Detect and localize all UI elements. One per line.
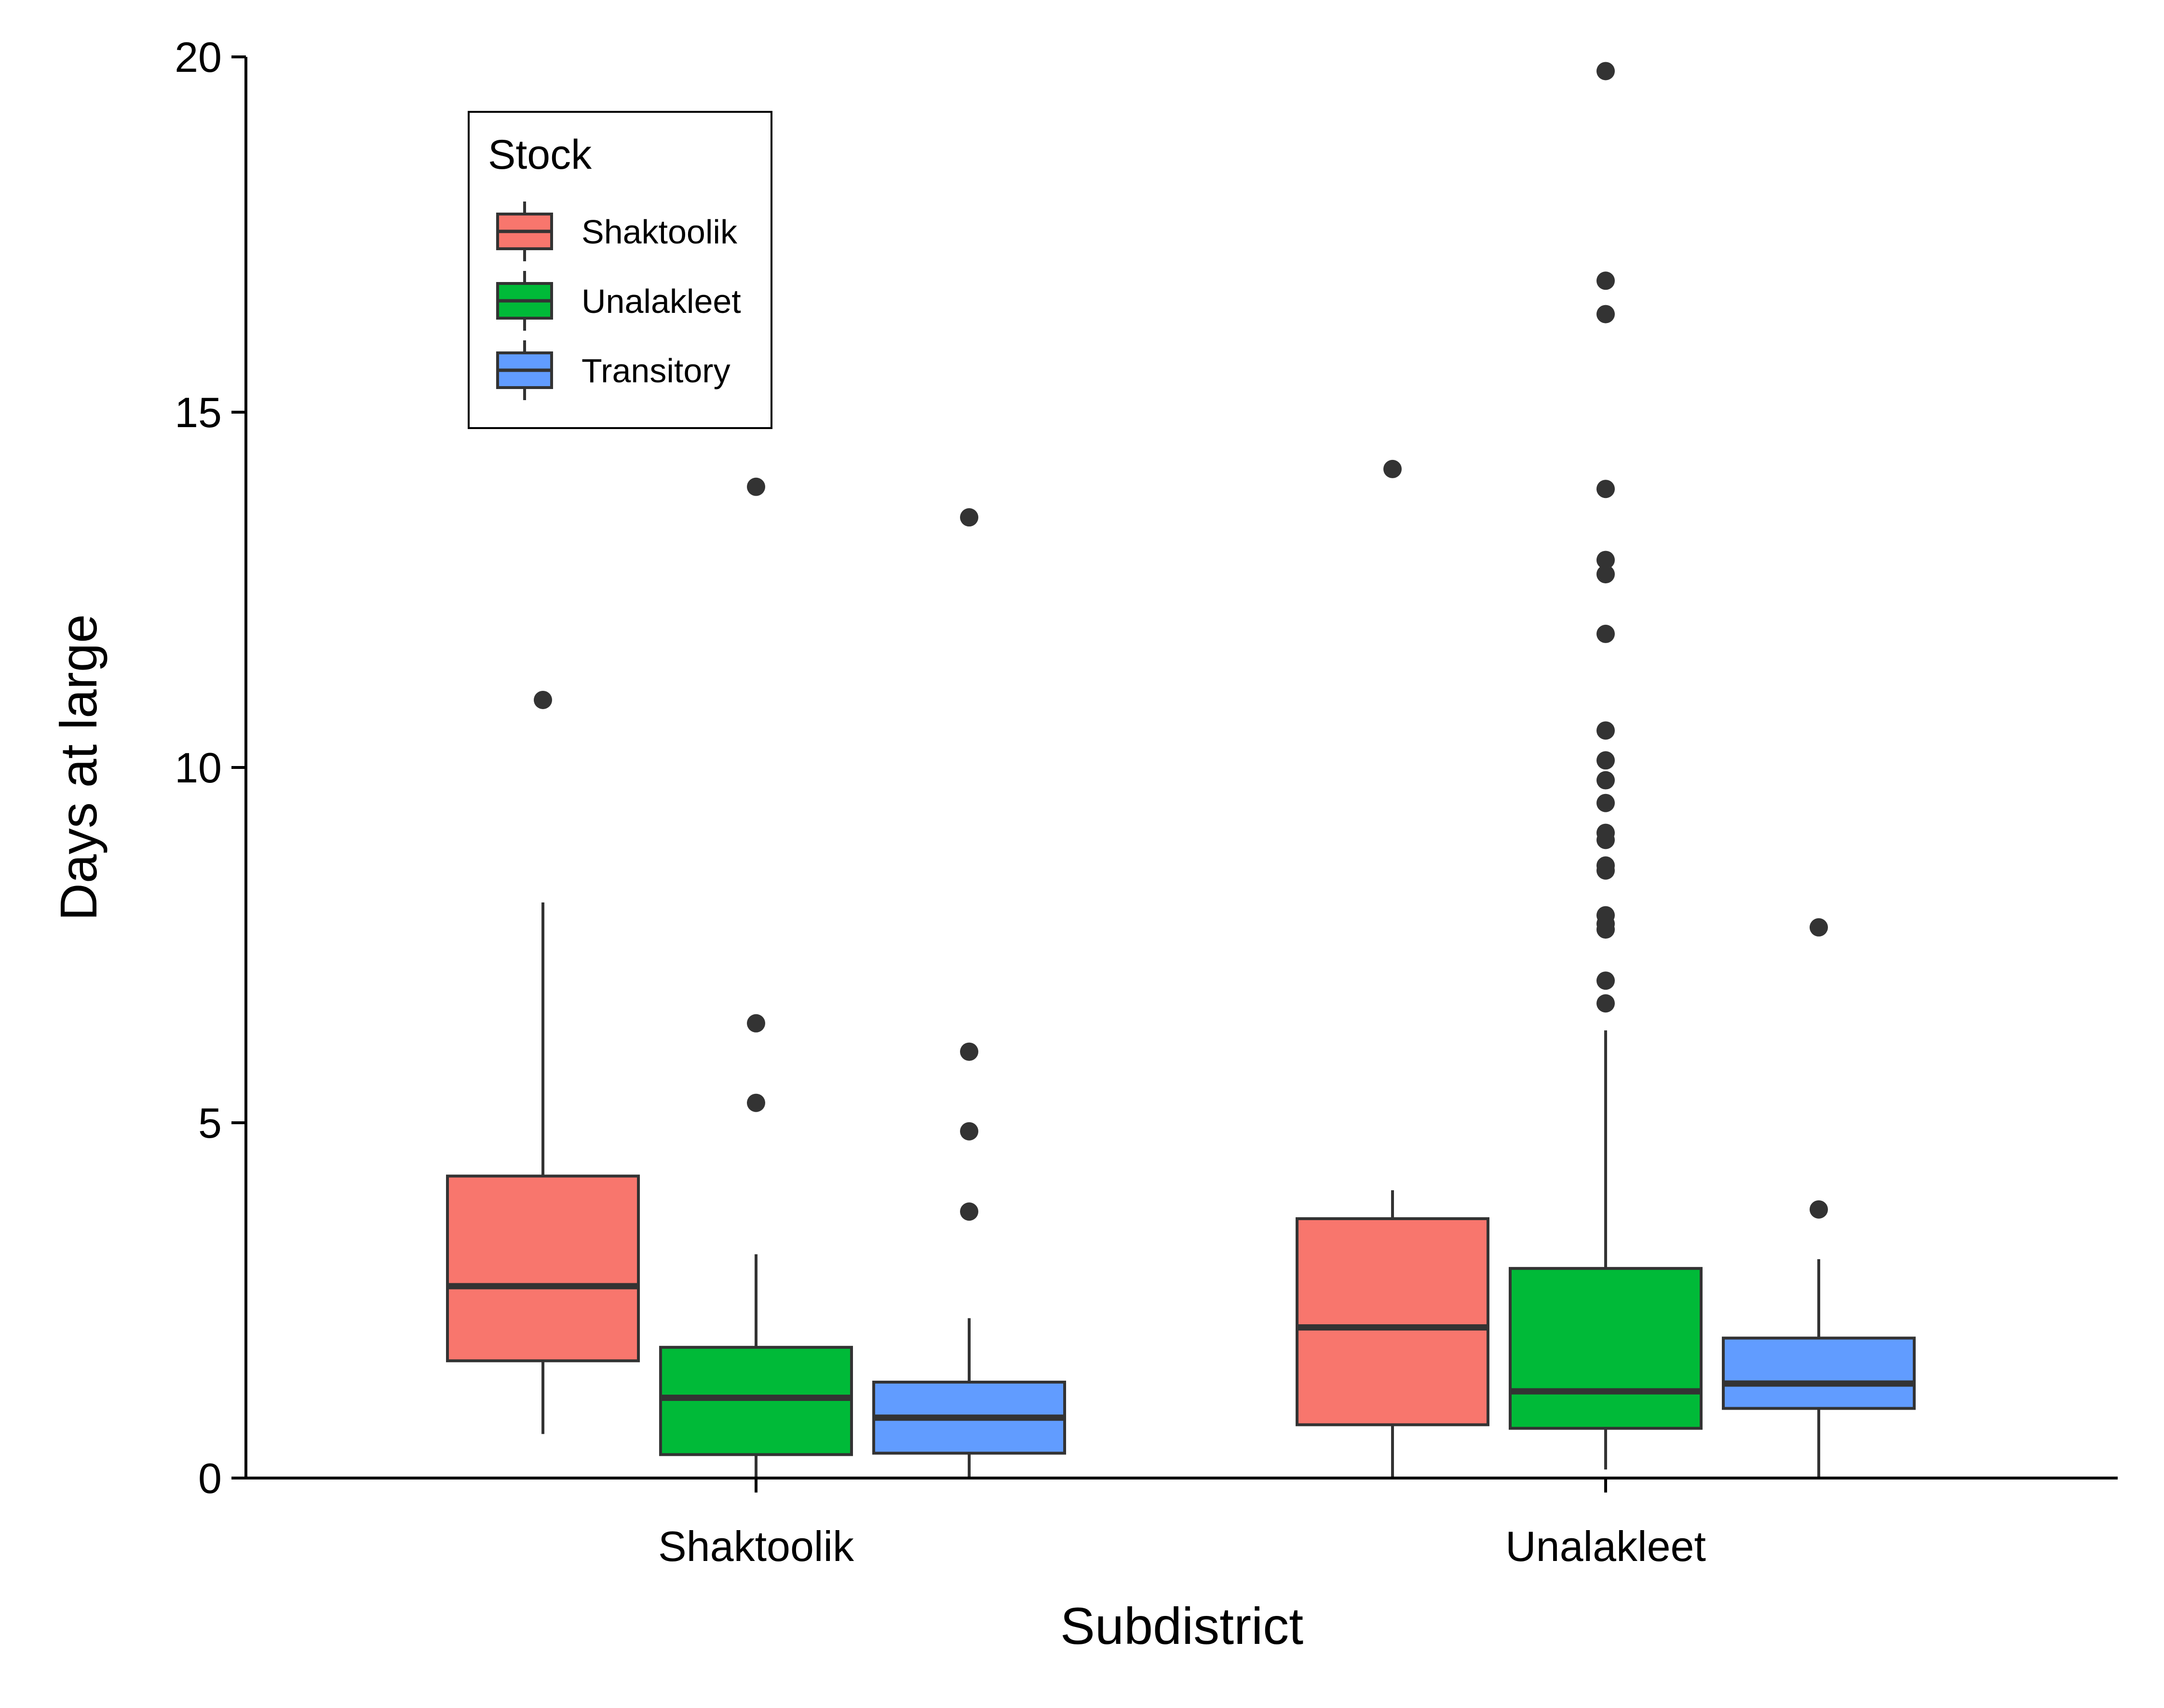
box-unalakleet-unalakleet xyxy=(1509,62,1703,1470)
outlier-point xyxy=(1596,994,1615,1013)
legend: Stock Shaktoolik Unalakleet Transitory xyxy=(468,111,772,429)
box-transitory-shaktoolik xyxy=(872,508,1066,1478)
iqr-box xyxy=(1722,1336,1916,1410)
outlier-point xyxy=(1596,751,1615,770)
outlier-point xyxy=(1810,1200,1828,1219)
outlier-point xyxy=(960,1122,978,1141)
axes: 0 5 10 15 20 Shaktoolik Unalakleet Subdistric… xyxy=(49,33,2118,1655)
outlier-point xyxy=(1596,565,1615,584)
outlier-point xyxy=(1596,971,1615,990)
iqr-box xyxy=(446,1174,640,1362)
outlier-point xyxy=(747,477,765,496)
outlier-point xyxy=(1383,459,1402,478)
iqr-box xyxy=(659,1345,853,1456)
outlier-point xyxy=(1596,771,1615,790)
iqr-box xyxy=(1509,1267,1703,1430)
y-ticks: 0 5 10 15 20 xyxy=(175,33,246,1502)
y-tick-label: 10 xyxy=(175,744,222,792)
legend-title: Stock xyxy=(488,132,592,178)
y-axis-title: Days at large xyxy=(49,614,108,921)
outlier-point xyxy=(960,1202,978,1221)
outlier-point xyxy=(534,690,552,709)
plot-area xyxy=(446,62,1916,1478)
outlier-point xyxy=(1596,480,1615,498)
y-tick-label: 20 xyxy=(175,33,222,81)
y-tick-label: 5 xyxy=(198,1099,222,1147)
box-transitory-unalakleet xyxy=(1722,918,1916,1478)
outlier-point xyxy=(747,1014,765,1033)
outlier-point xyxy=(1596,551,1615,569)
x-ticks: Shaktoolik Unalakleet xyxy=(658,1478,1706,1570)
outlier-point xyxy=(1596,793,1615,812)
x-axis-title: Subdistrict xyxy=(1060,1597,1303,1655)
x-tick-label: Shaktoolik xyxy=(658,1522,854,1570)
outlier-point xyxy=(1596,906,1615,925)
outlier-point xyxy=(1596,856,1615,875)
outlier-point xyxy=(1596,305,1615,323)
box-shaktoolik-unalakleet xyxy=(1296,459,1489,1478)
y-tick-label: 0 xyxy=(198,1454,222,1502)
outlier-point xyxy=(1596,624,1615,643)
outlier-point xyxy=(1596,823,1615,842)
outlier-point xyxy=(747,1093,765,1112)
x-tick-label: Unalakleet xyxy=(1505,1522,1706,1570)
legend-keys: Shaktoolik Unalakleet Transitory xyxy=(496,202,741,400)
box-unalakleet-shaktoolik xyxy=(659,477,853,1478)
legend-label: Transitory xyxy=(582,352,730,390)
outlier-point xyxy=(960,508,978,527)
outlier-point xyxy=(1596,721,1615,740)
outlier-point xyxy=(960,1042,978,1061)
outlier-point xyxy=(1596,62,1615,81)
outlier-point xyxy=(1596,271,1615,290)
legend-label: Shaktoolik xyxy=(582,213,738,251)
outlier-point xyxy=(1810,918,1828,937)
box-shaktoolik-shaktoolik xyxy=(446,690,640,1434)
iqr-box xyxy=(1296,1217,1489,1426)
legend-label: Unalakleet xyxy=(582,282,741,320)
y-tick-label: 15 xyxy=(175,389,222,436)
